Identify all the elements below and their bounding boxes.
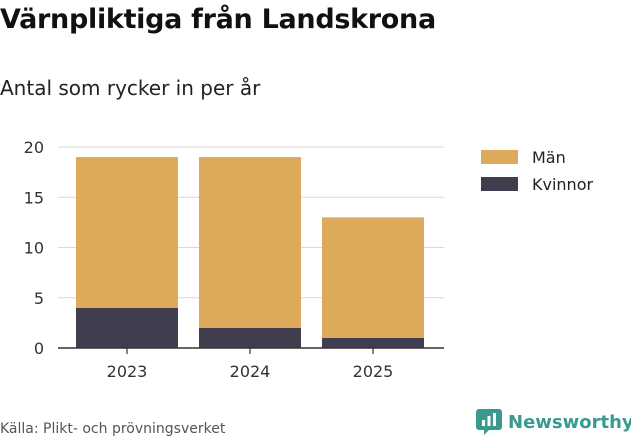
bar-kvinnor-2024 [199, 327, 301, 348]
x-tick-label: 2025 [353, 362, 394, 381]
chart-title: Värnpliktiga från Landskrona [0, 4, 436, 35]
legend-label-män: Män [532, 148, 566, 167]
bar-män-2024 [199, 157, 301, 328]
y-tick-label: 20 [24, 138, 44, 157]
x-tick-label: 2024 [230, 362, 271, 381]
y-tick-label: 10 [24, 239, 44, 258]
bar-kvinnor-2023 [76, 307, 178, 348]
x-axis-tick-labels: 2023 2024 2025 [107, 362, 394, 381]
chart-subtitle: Antal som rycker in per år [0, 76, 261, 100]
y-tick-label: 5 [34, 289, 44, 308]
legend-label-kvinnor: Kvinnor [532, 175, 593, 194]
source-note: Källa: Plikt- och prövningsverket [0, 421, 226, 437]
legend-swatch-män [481, 150, 518, 164]
x-axis-ticks [126, 348, 374, 354]
newsworthy-logo-icon [476, 409, 502, 435]
bars [76, 157, 424, 348]
bar-män-2025 [322, 217, 424, 338]
brand-name: Newsworthy [508, 411, 631, 433]
y-tick-label: 0 [34, 339, 44, 358]
legend: Män Kvinnor [481, 148, 593, 194]
brand[interactable]: Newsworthy [476, 409, 631, 435]
bar-kvinnor-2025 [322, 337, 424, 348]
bar-män-2023 [76, 157, 178, 308]
legend-swatch-kvinnor [481, 177, 518, 191]
y-tick-label: 15 [24, 188, 44, 207]
y-axis-tick-labels: 0 5 10 15 20 [24, 138, 44, 358]
x-tick-label: 2023 [107, 362, 148, 381]
